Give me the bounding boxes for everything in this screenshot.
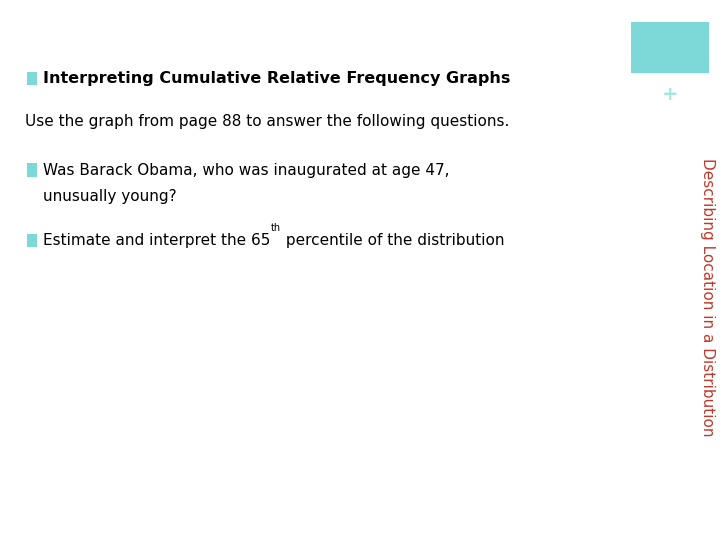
- Text: Was Barack Obama, who was inaugurated at age 47,: Was Barack Obama, who was inaugurated at…: [43, 163, 450, 178]
- Text: Interpreting Cumulative Relative Frequency Graphs: Interpreting Cumulative Relative Frequen…: [43, 71, 510, 86]
- Text: Describing Location in a Distribution: Describing Location in a Distribution: [700, 158, 714, 436]
- Text: Estimate and interpret the 65: Estimate and interpret the 65: [43, 233, 271, 248]
- Text: unusually young?: unusually young?: [43, 189, 177, 204]
- Text: +: +: [662, 85, 678, 104]
- Text: th: th: [271, 224, 281, 233]
- Text: Use the graph from page 88 to answer the following questions.: Use the graph from page 88 to answer the…: [25, 114, 510, 129]
- Text: percentile of the distribution: percentile of the distribution: [281, 233, 504, 248]
